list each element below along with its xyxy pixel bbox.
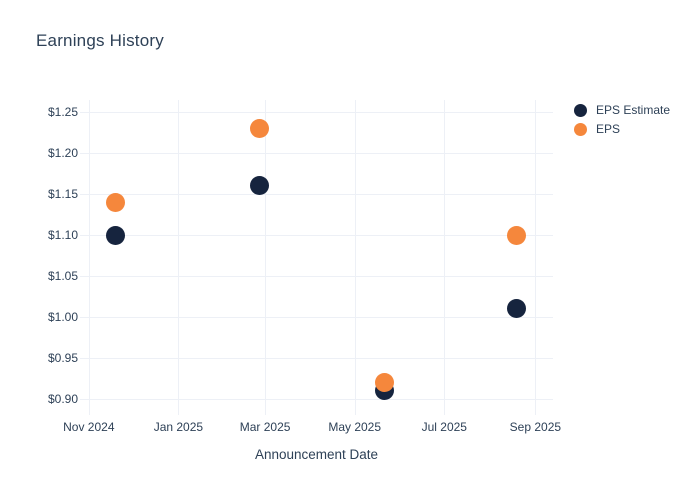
y-tick-label: $0.90 (47, 391, 78, 406)
legend-marker-icon (574, 122, 587, 136)
gridline-horizontal (80, 194, 553, 196)
x-tick-label: Jan 2025 (153, 420, 204, 434)
data-point-eps[interactable] (374, 372, 394, 392)
data-point-eps[interactable] (105, 192, 125, 212)
x-tick-label: Jul 2025 (421, 420, 467, 434)
data-point-eps-estimate[interactable] (506, 299, 526, 319)
legend: EPS Estimate EPS (574, 103, 670, 141)
gridline-horizontal (80, 275, 553, 277)
gridline-horizontal (80, 316, 553, 318)
data-point-eps-estimate[interactable] (249, 176, 269, 196)
legend-item[interactable]: EPS Estimate (574, 103, 670, 117)
chart-title: Earnings History (36, 31, 164, 50)
legend-item-label: EPS (596, 122, 621, 136)
gridline-vertical (535, 100, 537, 415)
plot-area (80, 100, 553, 415)
gridline-horizontal (80, 357, 553, 359)
gridline-vertical (265, 100, 267, 415)
y-tick-label: $1.25 (47, 105, 78, 120)
gridline-vertical (178, 100, 180, 415)
legend-item[interactable]: EPS (574, 122, 670, 136)
gridline-vertical (88, 100, 90, 415)
gridline-vertical (354, 100, 356, 415)
gridline-horizontal (80, 235, 553, 236)
data-point-eps[interactable] (506, 225, 526, 245)
x-tick-label: Sep 2025 (509, 420, 562, 434)
y-tick-label: $1.10 (47, 228, 78, 242)
y-tick-label: $0.95 (47, 350, 78, 365)
y-tick-label: $1.15 (47, 187, 78, 202)
gridline-horizontal (80, 153, 553, 155)
y-tick-label: $1.20 (47, 146, 78, 161)
data-point-eps-estimate[interactable] (105, 225, 125, 245)
x-tick-label: Mar 2025 (239, 420, 291, 434)
legend-marker-icon (574, 103, 587, 117)
x-axis-title: Announcement Date (254, 447, 379, 462)
gridline-horizontal (80, 398, 553, 400)
y-tick-label: $1.05 (47, 268, 78, 283)
x-tick-label: May 2025 (328, 420, 382, 434)
legend-item-label: EPS Estimate (596, 103, 671, 117)
x-tick-label: Nov 2024 (63, 420, 115, 434)
y-tick-label: $1.00 (47, 309, 78, 324)
gridline-horizontal (80, 112, 553, 114)
data-point-eps[interactable] (249, 119, 269, 139)
gridline-vertical (444, 100, 446, 415)
